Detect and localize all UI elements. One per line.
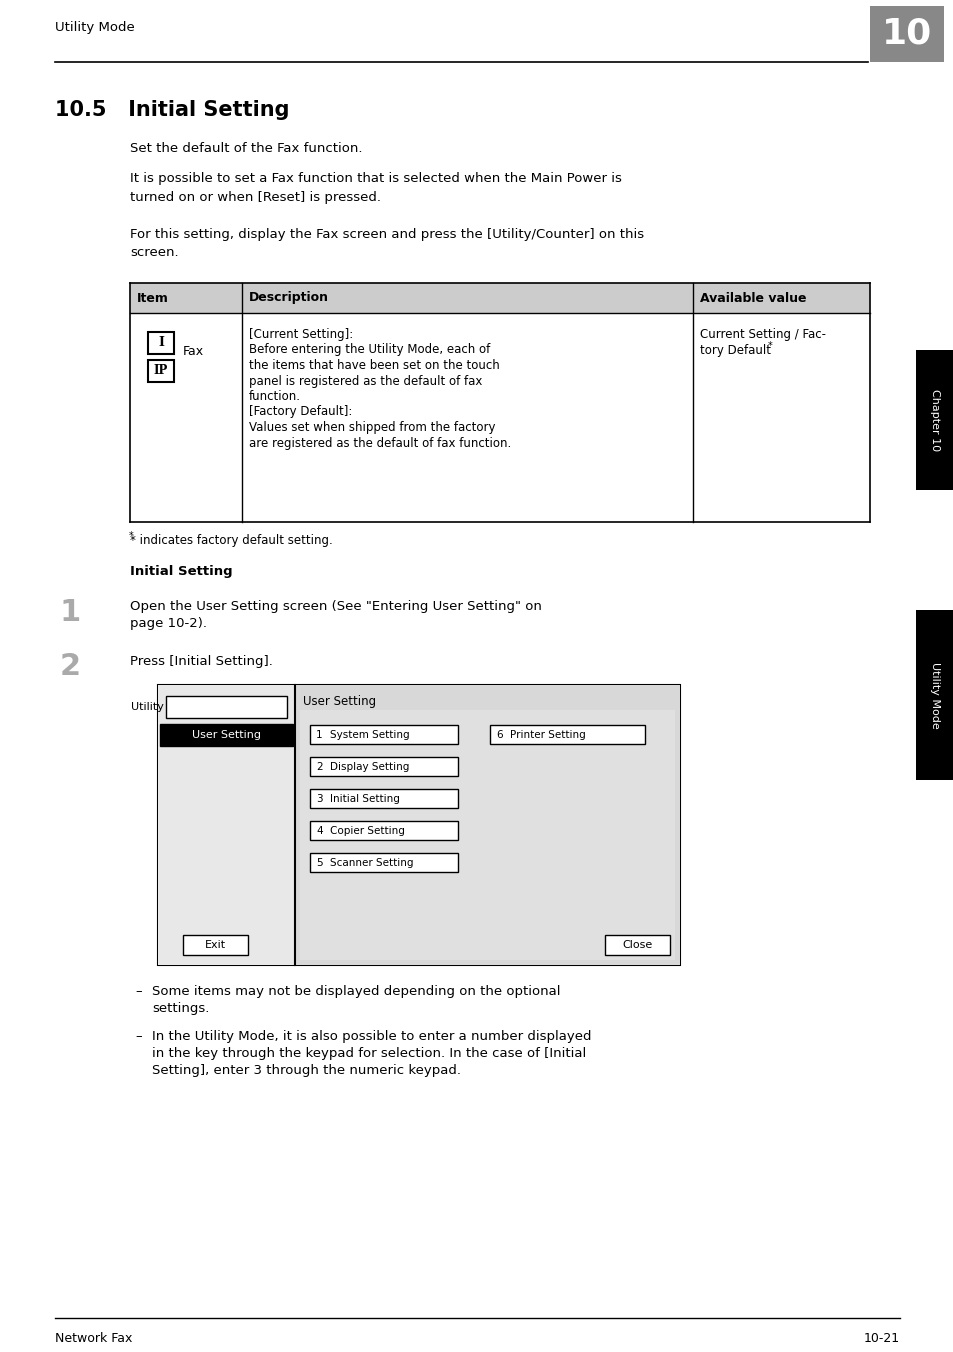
Text: *: * bbox=[129, 531, 133, 541]
Text: Printer Setting: Printer Setting bbox=[510, 730, 585, 740]
Text: * indicates factory default setting.: * indicates factory default setting. bbox=[130, 534, 333, 548]
Text: 1: 1 bbox=[60, 598, 81, 627]
Text: 6: 6 bbox=[496, 730, 502, 740]
Text: Close: Close bbox=[622, 940, 653, 950]
Text: I: I bbox=[158, 337, 164, 350]
Text: [Current Setting]:: [Current Setting]: bbox=[249, 329, 353, 341]
Bar bbox=[310, 757, 457, 776]
Bar bbox=[915, 610, 953, 780]
Bar bbox=[130, 283, 869, 522]
Text: Initial Setting: Initial Setting bbox=[130, 565, 233, 579]
Text: 10.5   Initial Setting: 10.5 Initial Setting bbox=[55, 100, 289, 120]
Text: User Setting: User Setting bbox=[303, 695, 375, 708]
Bar bbox=[490, 725, 644, 744]
Text: panel is registered as the default of fax: panel is registered as the default of fa… bbox=[249, 375, 482, 388]
Text: 2: 2 bbox=[60, 652, 81, 681]
Text: System Setting: System Setting bbox=[330, 730, 409, 740]
Bar bbox=[310, 790, 457, 808]
Bar bbox=[915, 350, 953, 489]
Text: Item: Item bbox=[137, 292, 169, 304]
Text: 5: 5 bbox=[315, 859, 322, 868]
Text: Current Setting / Fac-: Current Setting / Fac- bbox=[700, 329, 825, 341]
Text: settings.: settings. bbox=[152, 1002, 209, 1015]
Text: Network Fax: Network Fax bbox=[55, 1332, 132, 1344]
Text: It is possible to set a Fax function that is selected when the Main Power is
tur: It is possible to set a Fax function tha… bbox=[130, 172, 621, 204]
Bar bbox=[310, 725, 457, 744]
Text: 10-21: 10-21 bbox=[863, 1332, 899, 1344]
Text: Chapter 10: Chapter 10 bbox=[929, 389, 939, 452]
Text: 10: 10 bbox=[881, 18, 931, 51]
Text: In the Utility Mode, it is also possible to enter a number displayed: In the Utility Mode, it is also possible… bbox=[152, 1030, 591, 1042]
Text: tory Default: tory Default bbox=[700, 343, 770, 357]
Text: function.: function. bbox=[249, 389, 301, 403]
Bar bbox=[869, 5, 943, 62]
Text: Utility Mode: Utility Mode bbox=[929, 661, 939, 729]
Text: page 10-2).: page 10-2). bbox=[130, 617, 207, 630]
Text: Utility Mode: Utility Mode bbox=[55, 22, 134, 35]
Text: Open the User Setting screen (See "Entering User Setting" on: Open the User Setting screen (See "Enter… bbox=[130, 600, 541, 612]
Text: 2: 2 bbox=[315, 763, 322, 772]
Text: Setting], enter 3 through the numeric keypad.: Setting], enter 3 through the numeric ke… bbox=[152, 1064, 460, 1078]
Bar bbox=[130, 283, 869, 314]
Bar bbox=[310, 821, 457, 840]
Text: User Setting: User Setting bbox=[192, 730, 261, 740]
Text: Some items may not be displayed depending on the optional: Some items may not be displayed dependin… bbox=[152, 986, 560, 998]
Text: Exit: Exit bbox=[204, 940, 225, 950]
Text: Available value: Available value bbox=[700, 292, 805, 304]
Text: 1: 1 bbox=[315, 730, 322, 740]
Bar bbox=[158, 685, 679, 965]
Bar bbox=[166, 696, 287, 718]
Text: Description: Description bbox=[249, 292, 329, 304]
Bar bbox=[299, 710, 675, 960]
Text: 3: 3 bbox=[315, 794, 322, 804]
Text: Copier Setting: Copier Setting bbox=[330, 826, 404, 836]
Text: IP: IP bbox=[153, 365, 168, 377]
Text: Initial Setting: Initial Setting bbox=[330, 794, 399, 804]
Bar bbox=[310, 853, 457, 872]
Text: –: – bbox=[135, 986, 141, 998]
Bar bbox=[294, 685, 679, 965]
Bar bbox=[148, 333, 173, 354]
Text: Set the default of the Fax function.: Set the default of the Fax function. bbox=[130, 142, 362, 155]
Text: –: – bbox=[135, 1030, 141, 1042]
Text: Fax: Fax bbox=[183, 345, 204, 358]
Text: the items that have been set on the touch: the items that have been set on the touc… bbox=[249, 360, 499, 372]
Text: in the key through the keypad for selection. In the case of [Initial: in the key through the keypad for select… bbox=[152, 1046, 586, 1060]
Bar bbox=[148, 360, 173, 383]
Bar bbox=[160, 725, 293, 746]
Text: are registered as the default of fax function.: are registered as the default of fax fun… bbox=[249, 437, 511, 449]
Text: For this setting, display the Fax screen and press the [Utility/Counter] on this: For this setting, display the Fax screen… bbox=[130, 228, 643, 260]
Text: [Factory Default]:: [Factory Default]: bbox=[249, 406, 352, 419]
Text: Press [Initial Setting].: Press [Initial Setting]. bbox=[130, 654, 273, 668]
Bar bbox=[604, 936, 669, 955]
Text: Scanner Setting: Scanner Setting bbox=[330, 859, 413, 868]
Text: 4: 4 bbox=[315, 826, 322, 836]
Text: Display Setting: Display Setting bbox=[330, 763, 409, 772]
Text: *: * bbox=[767, 341, 772, 352]
Bar bbox=[158, 685, 294, 965]
Bar bbox=[183, 936, 248, 955]
Text: Values set when shipped from the factory: Values set when shipped from the factory bbox=[249, 420, 495, 434]
Text: Utility: Utility bbox=[131, 702, 164, 713]
Text: Before entering the Utility Mode, each of: Before entering the Utility Mode, each o… bbox=[249, 343, 490, 357]
